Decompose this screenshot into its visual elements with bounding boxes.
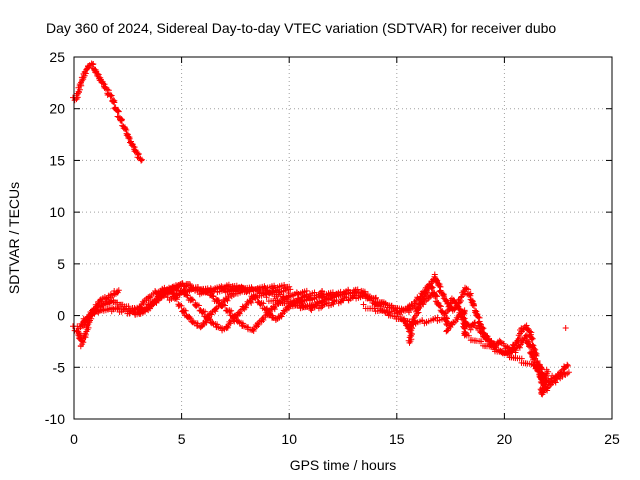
- plot-frame: [73, 56, 613, 420]
- series-arc-g: [194, 281, 336, 323]
- x-tick-label: 10: [281, 431, 297, 447]
- y-tick-label: 0: [57, 308, 65, 324]
- y-axis-label: SDTVAR / TECUs: [6, 182, 22, 294]
- y-tick-label: 5: [57, 256, 65, 272]
- series-high-arc: [70, 60, 145, 164]
- grid: [74, 57, 612, 419]
- x-tick-label: 5: [178, 431, 186, 447]
- x-tick-label: 0: [70, 431, 78, 447]
- x-axis-label: GPS time / hours: [290, 457, 397, 473]
- y-tick-label: 15: [49, 152, 65, 168]
- data-series: [70, 60, 572, 398]
- y-tick-label: 20: [49, 101, 65, 117]
- x-axis-ticks: 0 5 10 15 20 25: [70, 57, 620, 447]
- y-tick-label: 25: [49, 49, 65, 65]
- x-tick-label: 20: [497, 431, 513, 447]
- y-tick-label: -5: [53, 359, 66, 375]
- y-axis-ticks: -10 -5 0 5 10 15 20 25: [45, 49, 612, 427]
- series-vertical-streaks: [405, 307, 552, 398]
- y-tick-label: -10: [45, 411, 65, 427]
- series-arc-a: [70, 287, 122, 350]
- y-tick-label: 10: [49, 204, 65, 220]
- chart-title: Day 360 of 2024, Sidereal Day-to-day VTE…: [46, 20, 556, 36]
- x-tick-label: 15: [389, 431, 405, 447]
- series-isolated: [562, 325, 569, 331]
- x-tick-label: 25: [604, 431, 620, 447]
